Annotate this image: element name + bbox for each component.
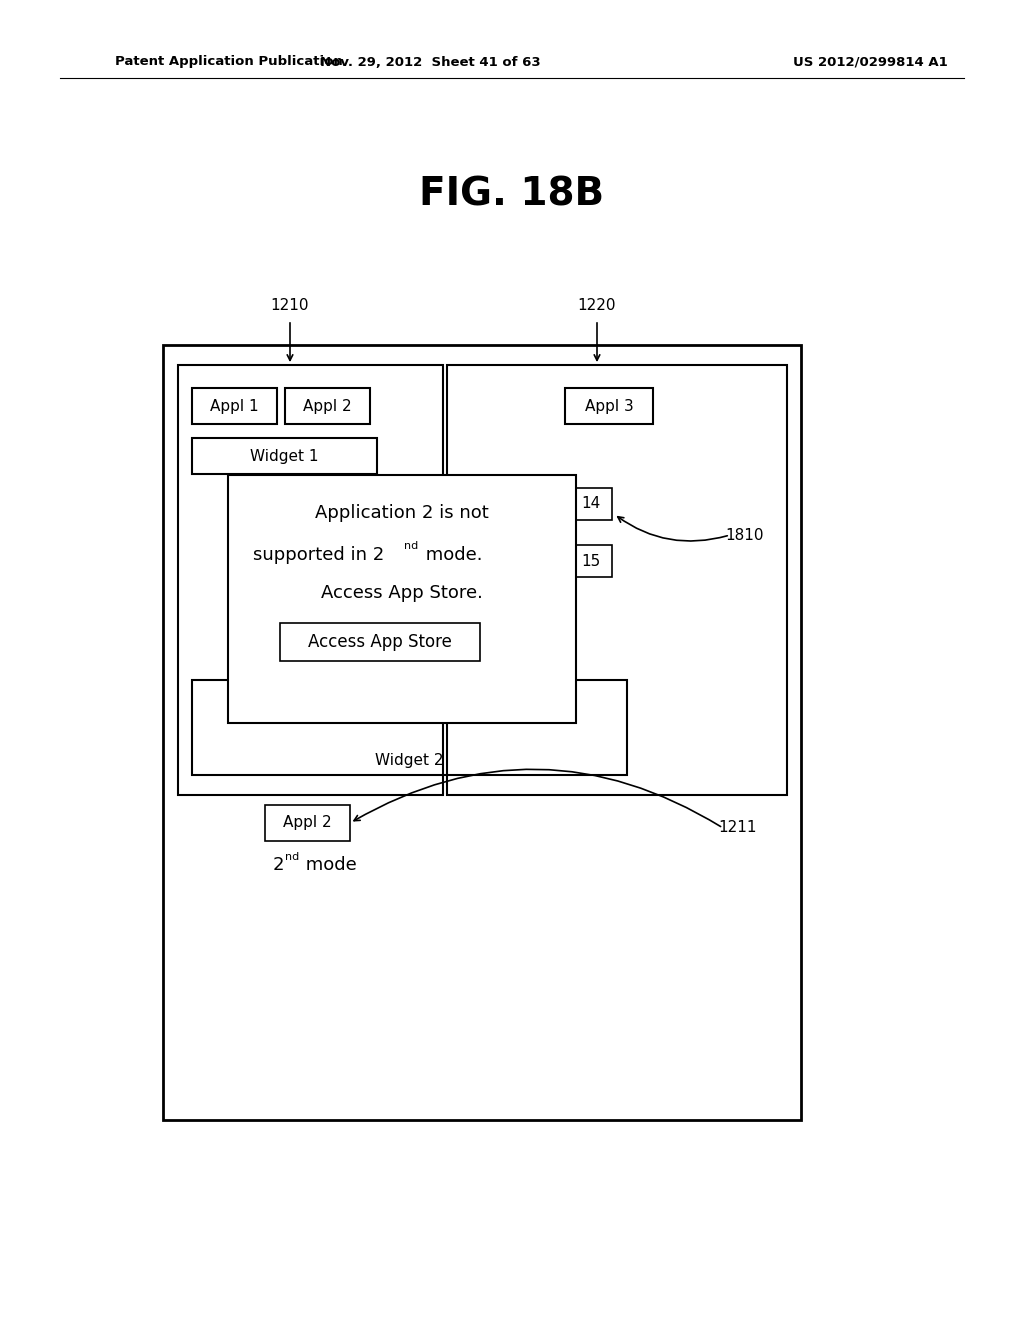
Bar — [570, 488, 612, 520]
Text: nd: nd — [285, 851, 299, 862]
Text: nd: nd — [404, 541, 418, 550]
Text: Widget 1: Widget 1 — [250, 449, 318, 463]
Text: Appl 1: Appl 1 — [210, 399, 258, 413]
Bar — [565, 388, 653, 424]
Text: FIG. 18B: FIG. 18B — [420, 176, 604, 214]
Text: 1220: 1220 — [578, 297, 616, 313]
Bar — [447, 366, 787, 795]
Text: Patent Application Publication: Patent Application Publication — [115, 55, 343, 69]
Text: Application 2 is not: Application 2 is not — [315, 504, 488, 521]
Text: mode.: mode. — [420, 546, 482, 564]
Bar — [193, 680, 627, 775]
Text: 15: 15 — [582, 553, 601, 569]
Bar — [285, 388, 370, 424]
Text: Appl 3: Appl 3 — [585, 399, 634, 413]
Text: Appl 2: Appl 2 — [283, 816, 332, 830]
Bar — [178, 366, 443, 795]
Text: 1210: 1210 — [270, 297, 309, 313]
Text: mode: mode — [300, 855, 356, 874]
Bar — [280, 623, 480, 661]
Text: Appl 2: Appl 2 — [303, 399, 351, 413]
Text: Access App Store.: Access App Store. — [322, 583, 483, 602]
Text: 1810: 1810 — [726, 528, 764, 543]
Bar — [193, 438, 377, 474]
Bar — [163, 345, 801, 1119]
Text: Access App Store: Access App Store — [308, 634, 452, 651]
Text: supported in 2: supported in 2 — [253, 546, 384, 564]
Text: Widget 2: Widget 2 — [375, 754, 443, 768]
Text: 14: 14 — [582, 496, 601, 511]
Bar — [193, 388, 278, 424]
Text: 1211: 1211 — [719, 821, 758, 836]
Bar — [228, 475, 575, 723]
Bar — [570, 545, 612, 577]
Text: Nov. 29, 2012  Sheet 41 of 63: Nov. 29, 2012 Sheet 41 of 63 — [319, 55, 541, 69]
Text: 2: 2 — [273, 855, 285, 874]
Bar — [265, 805, 350, 841]
Text: US 2012/0299814 A1: US 2012/0299814 A1 — [793, 55, 947, 69]
